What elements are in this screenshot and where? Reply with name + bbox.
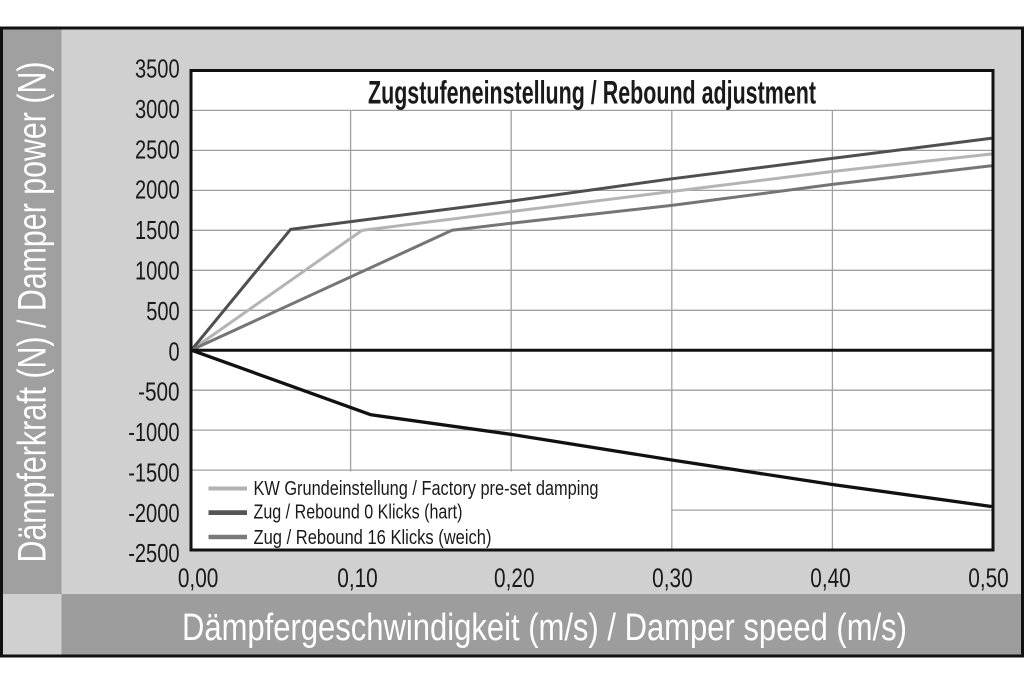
svg-text:500: 500 bbox=[146, 296, 179, 326]
svg-text:Zugstufeneinstellung / Rebound: Zugstufeneinstellung / Rebound adjustmen… bbox=[368, 75, 816, 111]
svg-text:-1000: -1000 bbox=[128, 417, 179, 447]
svg-text:0,40: 0,40 bbox=[810, 563, 851, 593]
svg-text:-500: -500 bbox=[138, 377, 180, 407]
svg-text:Dämpfergeschwindigkeit (m/s) /: Dämpfergeschwindigkeit (m/s) / Damper sp… bbox=[182, 607, 907, 649]
svg-text:0,10: 0,10 bbox=[337, 563, 378, 593]
svg-text:0,30: 0,30 bbox=[652, 563, 693, 593]
svg-text:0: 0 bbox=[169, 336, 180, 366]
svg-text:0,50: 0,50 bbox=[968, 563, 1009, 593]
svg-text:3500: 3500 bbox=[135, 54, 180, 84]
svg-text:2500: 2500 bbox=[135, 134, 180, 164]
svg-text:0,20: 0,20 bbox=[494, 563, 535, 593]
svg-text:Zug / Rebound 16 Klicks (weich: Zug / Rebound 16 Klicks (weich) bbox=[254, 527, 492, 549]
svg-text:3000: 3000 bbox=[135, 94, 180, 124]
svg-text:-1500: -1500 bbox=[128, 457, 179, 487]
svg-text:2000: 2000 bbox=[135, 175, 180, 205]
svg-text:-2000: -2000 bbox=[128, 498, 179, 528]
svg-text:-2500: -2500 bbox=[128, 538, 179, 568]
svg-text:Dämpferkraft (N) / Damper powe: Dämpferkraft (N) / Damper power (N) bbox=[11, 62, 55, 563]
svg-text:Zug / Rebound 0 Klicks (hart): Zug / Rebound 0 Klicks (hart) bbox=[254, 502, 463, 524]
svg-text:KW Grundeinstellung / Factory: KW Grundeinstellung / Factory pre-set da… bbox=[254, 478, 599, 500]
svg-text:0,00: 0,00 bbox=[178, 563, 219, 593]
svg-text:1500: 1500 bbox=[135, 215, 180, 245]
svg-text:1000: 1000 bbox=[135, 256, 180, 286]
